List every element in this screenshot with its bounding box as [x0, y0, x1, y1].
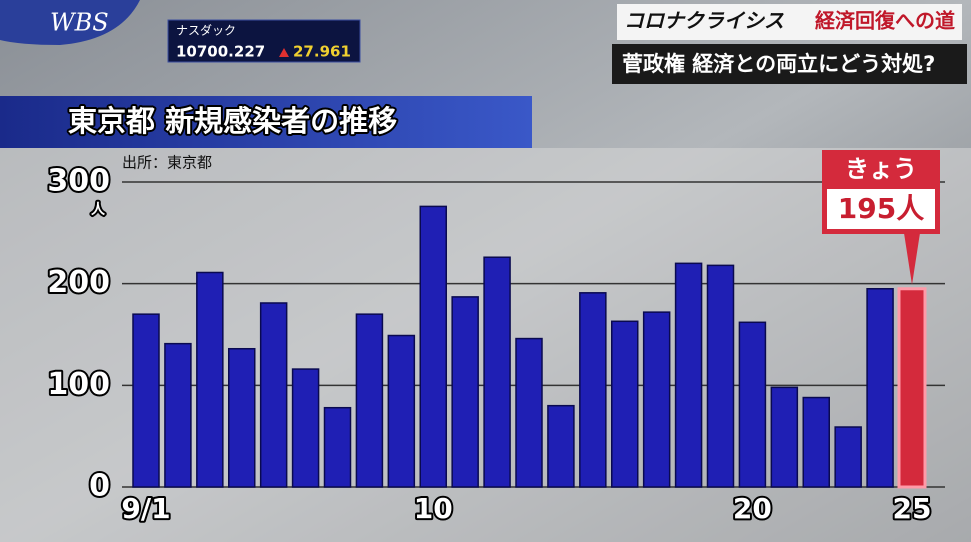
y-tick-label: 300 [47, 164, 110, 199]
x-tick-label: 20 [733, 492, 772, 525]
bar [483, 256, 511, 488]
bar [866, 288, 894, 488]
x-tick-label: 25 [893, 492, 932, 525]
bar [419, 205, 447, 488]
bar [451, 296, 479, 488]
y-tick-label: 200 [47, 265, 110, 300]
bar [802, 396, 830, 488]
callout-inner [827, 189, 935, 229]
bar [674, 262, 703, 488]
x-tick-label: 10 [414, 492, 453, 525]
title-band [0, 96, 532, 148]
headline-box [612, 44, 967, 84]
bar [611, 320, 639, 488]
x-tick-label: 9/1 [121, 492, 170, 525]
logo: WBS [50, 9, 109, 37]
ticker-value: 10700.227 [176, 43, 265, 61]
chart-title: 東京都 新規感染者の推移 [68, 104, 397, 138]
series-title: コロナクライシス [624, 9, 784, 33]
logo-badge [0, 0, 140, 45]
y-tick-label: 100 [47, 367, 110, 402]
bar [387, 334, 416, 488]
series-topic: 経済回復への道 [815, 9, 955, 33]
y-tick-label: 0 [89, 469, 110, 504]
bar [228, 347, 256, 488]
y-unit: 人 [91, 201, 106, 218]
bar [132, 313, 160, 488]
ticker-name: ナスダック [176, 23, 236, 38]
ticker-change: 27.961 [293, 43, 351, 61]
bar [706, 264, 735, 488]
up-arrow [279, 48, 289, 57]
bar [196, 271, 224, 488]
bar [323, 406, 352, 488]
bar [897, 287, 927, 489]
headline-top [617, 4, 962, 40]
bar [642, 311, 671, 488]
bar [770, 386, 799, 488]
value-label: 195人 [838, 192, 924, 225]
bar [738, 321, 767, 488]
callout-label: きょう [845, 155, 917, 183]
headline-title: 菅政権 経済との両立にどう対処? [622, 52, 935, 76]
bar [547, 404, 575, 488]
callout-pointer [904, 233, 920, 285]
bar [259, 302, 288, 488]
bar [355, 313, 384, 488]
bar [164, 342, 192, 488]
bar [579, 292, 607, 488]
ticker-box [167, 19, 361, 63]
bar [291, 368, 320, 488]
source: 出所：東京都 [122, 154, 212, 172]
bar [515, 337, 543, 488]
bar [834, 426, 862, 488]
